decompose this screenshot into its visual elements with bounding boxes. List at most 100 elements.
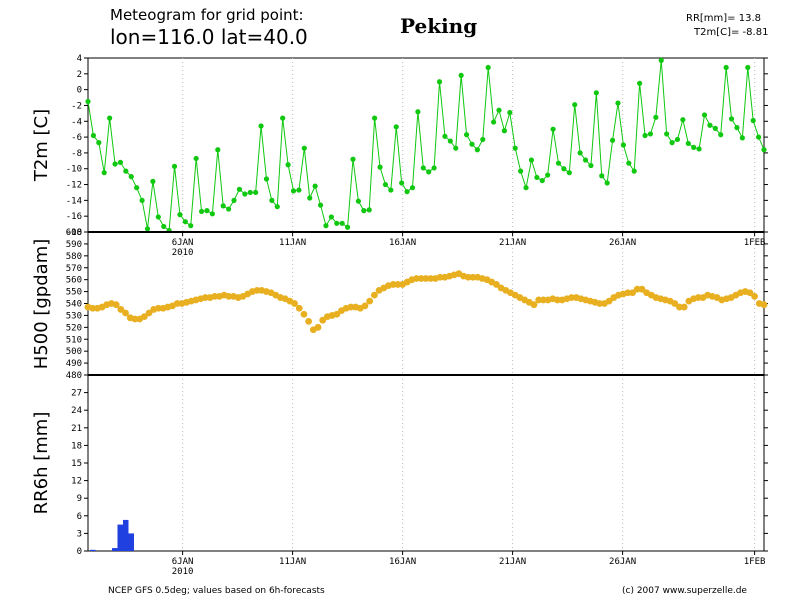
temperature-point [745,64,751,71]
geopotential-point [605,297,613,305]
temperature-point [501,128,508,134]
temperature-point [723,64,729,71]
x-tick-label: 21JAN [499,557,526,567]
temperature-point [491,119,497,125]
temperature-point [647,131,654,137]
temperature-point [696,146,702,152]
temperature-point [350,156,356,162]
temperature-point [755,134,762,140]
temperature-point [301,145,307,151]
temperature-point [231,197,237,203]
temperature-point [561,166,567,172]
geopotential-point [676,303,683,311]
y-tick-label: 24 [71,406,82,416]
temperature-point [550,126,556,132]
temperature-point [593,90,599,96]
temperature-point [512,145,518,151]
temperature-point [307,195,313,201]
y-axis-label: T2m [C] [31,109,52,182]
y-tick-label: 500 [66,347,82,357]
temperature-point [393,124,399,130]
temperature-point [296,187,302,193]
temperature-point [620,142,626,148]
y-tick-label: 27 [71,389,82,399]
geopotential-point [319,316,327,324]
y-tick-label: 570 [66,264,82,274]
temperature-point [528,157,535,163]
geopotential-point [333,310,341,318]
temperature-point [269,197,275,203]
temperature-point [545,172,551,178]
temperature-point [431,165,437,171]
temperature-point [463,132,470,138]
y-tick-label: 4 [77,54,82,64]
temperature-point [685,140,691,147]
temperature-point [707,122,713,128]
temperature-point [290,188,297,194]
temperature-point [518,168,524,174]
temperature-point [496,107,502,113]
y-tick-label: 21 [71,424,82,434]
geopotential-point [638,285,646,293]
temperature-point [447,138,453,144]
temperature-point [582,157,589,163]
y-tick-label: 18 [71,441,82,451]
footer-source: NCEP GFS 0.5deg; values based on 6h-fore… [108,586,325,596]
temperature-point [128,174,134,180]
y-tick-label: -18 [66,228,82,238]
y-tick-label: 530 [66,311,82,321]
y-tick-label: 0 [77,86,82,96]
temperature-point [258,123,264,129]
temperature-point [242,191,248,197]
precipitation-bar [123,519,129,551]
temperature-point [658,57,664,63]
geopotential-point [493,281,500,288]
x-tick-sublabel: 2010 [172,567,194,577]
y-tick-label: 490 [66,359,82,369]
temperature-point [344,224,351,230]
y-tick-label: -2 [71,101,82,111]
y-tick-label: 590 [66,240,82,250]
temperature-point [382,181,389,188]
geopotential-point [347,303,355,311]
geopotential-point [131,315,139,323]
temperature-point [669,140,675,146]
x-tick-label: 1FEB [744,557,766,567]
geopotential-point [295,304,303,312]
temperature-point [328,214,334,220]
temperature-point [123,168,129,174]
temperature-point [112,161,118,167]
temperature-point [626,160,632,166]
temperature-point [182,219,188,225]
temperature-point [566,170,572,176]
y-tick-label: 12 [71,477,82,487]
temperature-point [588,162,594,169]
temperature-point [263,176,270,182]
geopotential-point [394,281,402,288]
geopotential-point [746,289,754,297]
y-tick-label: 540 [66,300,82,310]
geopotential-point [539,296,547,304]
header-line2: lon=116.0 lat=40.0 [110,25,308,49]
temperature-point [436,79,443,85]
header-line1: Meteogram for grid point: [110,6,304,24]
temperature-point [85,98,91,105]
geopotential-point [225,292,233,300]
y-tick-label: 510 [66,335,82,345]
y-tick-label: 0 [77,547,82,557]
temperature-point [101,170,107,176]
y-tick-label: -4 [71,117,82,127]
temperature-point [453,145,459,151]
temperature-point [253,189,259,196]
geopotential-point [760,301,768,309]
temperature-point [734,125,740,131]
geopotential-point [211,292,219,300]
temperature-point [680,117,686,123]
temperature-point [691,144,697,150]
temperature-point [404,189,410,195]
temperature-point [117,159,124,165]
temperature-point [599,173,605,179]
precipitation-bar [112,548,118,551]
